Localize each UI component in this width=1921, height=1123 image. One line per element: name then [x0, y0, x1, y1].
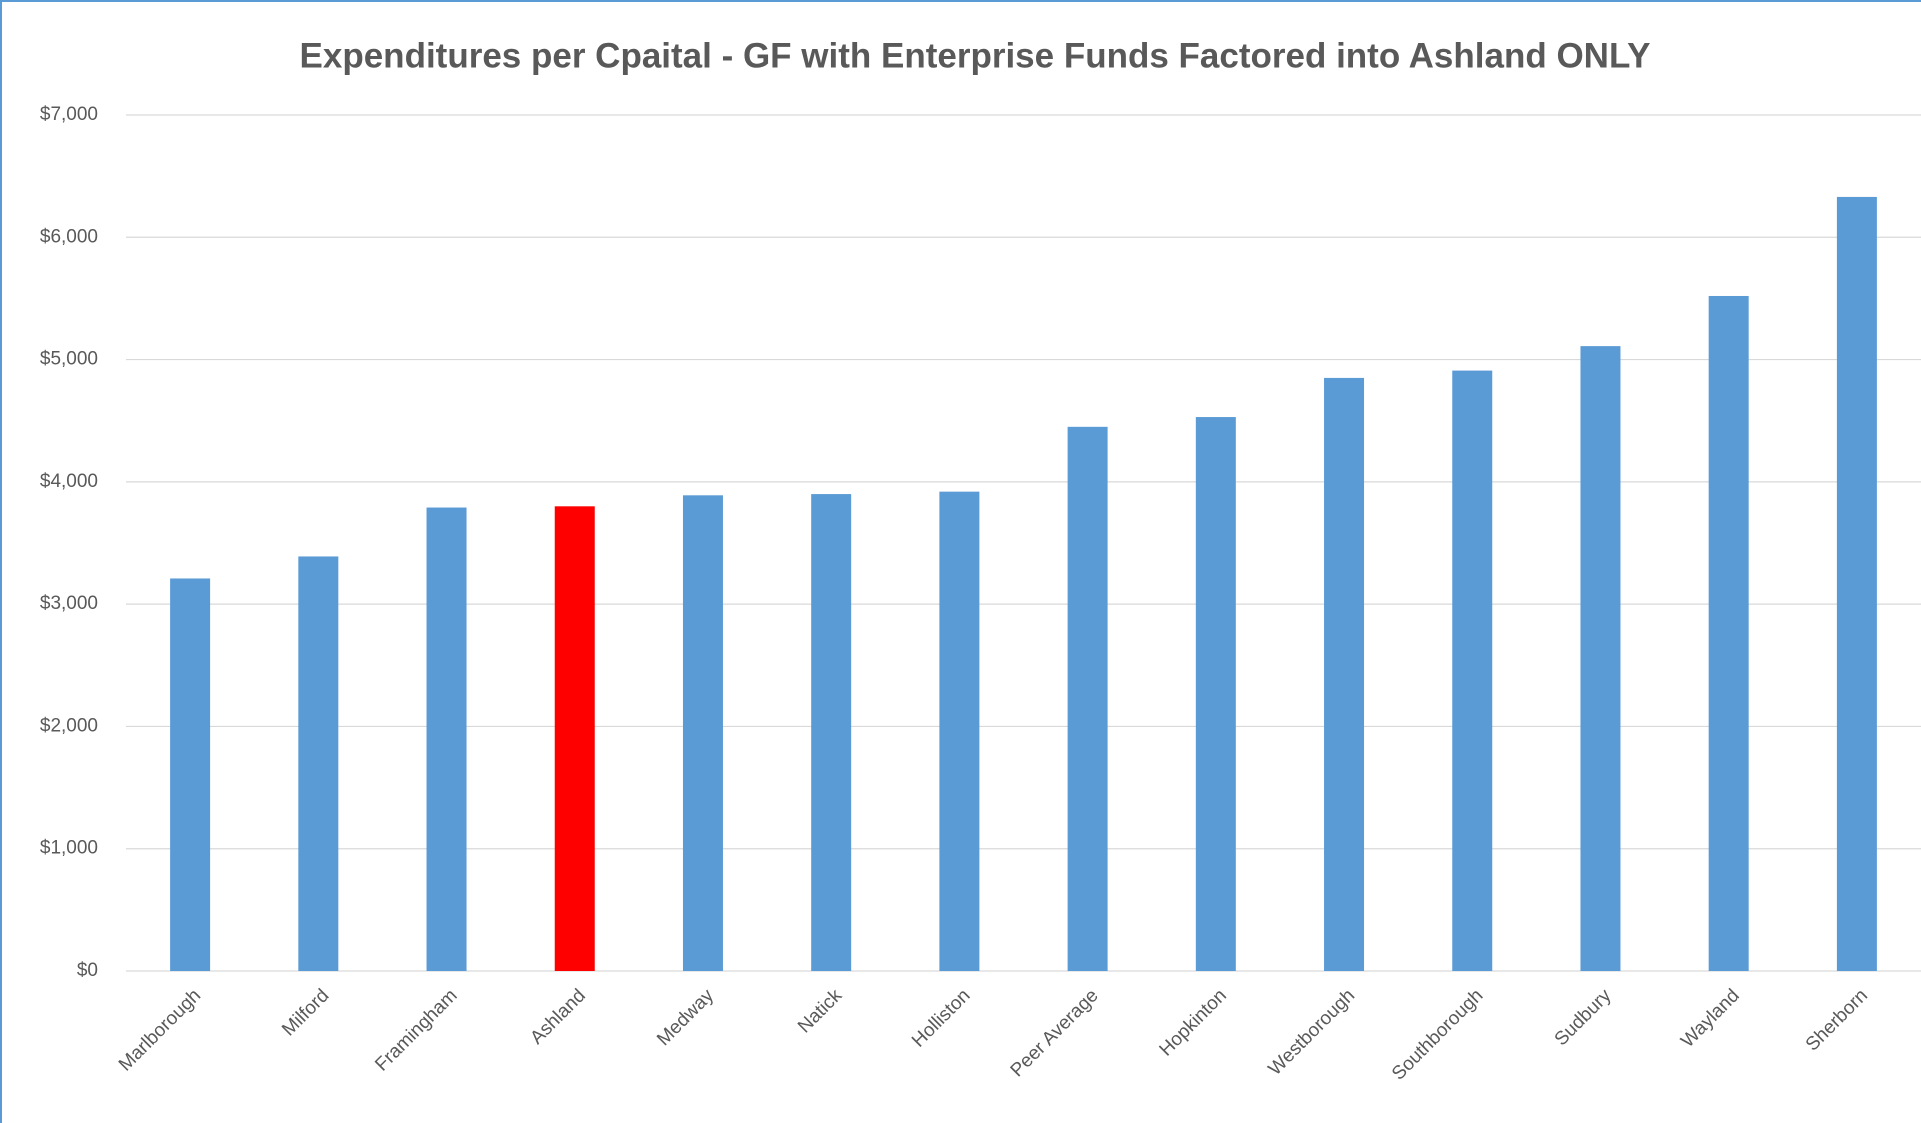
y-tick-label: $0 [77, 960, 98, 981]
y-tick-label: $7,000 [40, 104, 98, 125]
bar [170, 578, 211, 971]
bar [554, 506, 595, 971]
bar [1067, 426, 1108, 971]
bar [1324, 377, 1365, 971]
x-tick-label: Sudbury [1551, 985, 1616, 1050]
x-tick-label: Natick [794, 985, 847, 1038]
bar [939, 491, 980, 971]
x-tick-label: Milford [278, 985, 333, 1040]
bar [1708, 295, 1749, 971]
y-tick-label: $4,000 [40, 471, 98, 492]
x-tick-label: Framingham [371, 985, 461, 1075]
y-tick-label: $6,000 [40, 226, 98, 247]
x-tick-label: Southborough [1388, 985, 1487, 1084]
bar [811, 494, 852, 971]
bar [1195, 417, 1236, 971]
y-tick-label: $5,000 [40, 349, 98, 370]
chart-title: Expenditures per Cpaital - GF with Enter… [300, 36, 1651, 75]
x-tick-label: Westborough [1265, 985, 1360, 1080]
bar [682, 495, 723, 971]
bar [1580, 346, 1621, 971]
x-tick-label: Medway [653, 985, 718, 1050]
x-tick-label: Sherborn [1802, 985, 1872, 1055]
bar [1836, 196, 1877, 972]
bar [426, 507, 467, 971]
x-tick-label: Peer Average [1007, 985, 1103, 1081]
y-tick-label: $3,000 [40, 593, 98, 614]
x-tick-label: Wayland [1677, 985, 1744, 1052]
bar [298, 556, 339, 971]
x-tick-label: Hopkinton [1156, 985, 1231, 1060]
x-tick-label: Holliston [908, 985, 974, 1051]
x-tick-label: Marlborough [115, 985, 205, 1075]
y-tick-label: $1,000 [40, 838, 98, 859]
bar [1452, 370, 1493, 971]
y-tick-label: $2,000 [40, 715, 98, 736]
x-tick-label: Ashland [526, 985, 589, 1048]
